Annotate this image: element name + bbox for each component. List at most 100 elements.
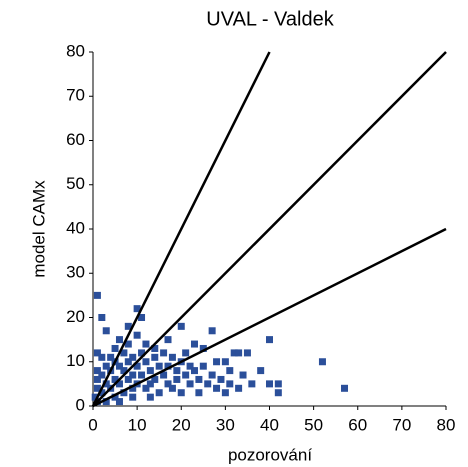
reference-line bbox=[91, 51, 271, 407]
x-tick-label: 30 bbox=[216, 415, 235, 434]
point bbox=[107, 353, 115, 361]
point bbox=[257, 367, 265, 375]
x-axis-label: pozorování bbox=[228, 445, 312, 464]
y-tick-label: 10 bbox=[66, 351, 85, 370]
chart-title: UVAL - Valdek bbox=[206, 8, 334, 30]
x-tick-label: 0 bbox=[88, 415, 97, 434]
point bbox=[93, 291, 101, 299]
x-tick-label: 60 bbox=[348, 415, 367, 434]
x-tick-label: 20 bbox=[172, 415, 191, 434]
point bbox=[173, 367, 181, 375]
point bbox=[146, 393, 154, 401]
y-axis-label: model CAMx bbox=[29, 180, 48, 278]
point bbox=[239, 371, 247, 379]
point bbox=[155, 362, 163, 370]
reference-line bbox=[92, 227, 447, 408]
point bbox=[274, 389, 282, 397]
point bbox=[102, 398, 110, 406]
point bbox=[266, 380, 273, 388]
point bbox=[115, 380, 123, 388]
point bbox=[160, 371, 168, 379]
y-tick-label: 60 bbox=[66, 130, 85, 149]
point bbox=[111, 393, 119, 401]
point bbox=[133, 362, 141, 370]
point bbox=[124, 375, 132, 383]
point bbox=[120, 389, 128, 397]
point bbox=[235, 349, 243, 357]
point bbox=[164, 380, 172, 388]
point bbox=[138, 314, 146, 321]
point bbox=[98, 371, 106, 379]
point bbox=[186, 380, 194, 388]
point bbox=[146, 380, 154, 388]
point bbox=[199, 344, 207, 352]
point bbox=[266, 336, 273, 344]
point bbox=[111, 375, 119, 383]
point bbox=[115, 362, 123, 370]
point bbox=[208, 327, 216, 335]
point bbox=[133, 331, 141, 339]
point bbox=[226, 380, 234, 388]
point bbox=[204, 380, 212, 388]
point bbox=[182, 349, 190, 357]
point bbox=[124, 322, 132, 330]
x-tick-label: 70 bbox=[392, 415, 411, 434]
point bbox=[129, 384, 137, 392]
x-tick-label: 80 bbox=[437, 415, 456, 434]
y-tick-label: 50 bbox=[66, 174, 85, 193]
point bbox=[186, 362, 194, 370]
point bbox=[195, 389, 203, 397]
point bbox=[168, 353, 176, 361]
point bbox=[164, 362, 172, 370]
y-tick-label: 70 bbox=[66, 86, 85, 105]
point bbox=[98, 353, 106, 361]
point bbox=[243, 349, 251, 357]
y-tick-label: 30 bbox=[66, 263, 85, 282]
point bbox=[235, 384, 243, 392]
x-tick-label: 40 bbox=[260, 415, 279, 434]
point bbox=[160, 349, 168, 357]
point bbox=[102, 362, 110, 370]
y-tick-label: 20 bbox=[66, 307, 85, 326]
point bbox=[208, 371, 216, 379]
point bbox=[318, 358, 326, 366]
point bbox=[93, 367, 101, 375]
y-tick-label: 40 bbox=[66, 218, 85, 237]
point bbox=[93, 349, 101, 357]
point bbox=[102, 380, 110, 388]
point bbox=[164, 336, 172, 344]
point bbox=[177, 389, 185, 397]
point bbox=[190, 340, 198, 348]
point bbox=[142, 358, 150, 366]
point bbox=[182, 371, 190, 379]
point bbox=[98, 314, 106, 321]
point bbox=[221, 358, 229, 366]
point bbox=[190, 367, 198, 375]
point bbox=[155, 389, 163, 397]
point bbox=[129, 353, 137, 361]
point bbox=[124, 340, 132, 348]
point bbox=[146, 367, 154, 375]
y-tick-label: 0 bbox=[76, 395, 85, 414]
point bbox=[115, 398, 123, 406]
point bbox=[151, 375, 159, 383]
point bbox=[221, 389, 229, 397]
point bbox=[151, 344, 159, 352]
point bbox=[151, 353, 159, 361]
point bbox=[120, 349, 128, 357]
point bbox=[138, 371, 146, 379]
point bbox=[102, 327, 110, 335]
point bbox=[91, 393, 99, 401]
point bbox=[168, 384, 176, 392]
point bbox=[173, 375, 181, 383]
point bbox=[177, 322, 185, 330]
y-tick-label: 80 bbox=[66, 41, 85, 60]
point bbox=[120, 367, 128, 375]
point bbox=[213, 358, 221, 366]
point bbox=[142, 384, 150, 392]
point bbox=[98, 389, 106, 397]
point bbox=[248, 380, 256, 388]
x-tick-label: 50 bbox=[304, 415, 323, 434]
point bbox=[341, 384, 349, 392]
